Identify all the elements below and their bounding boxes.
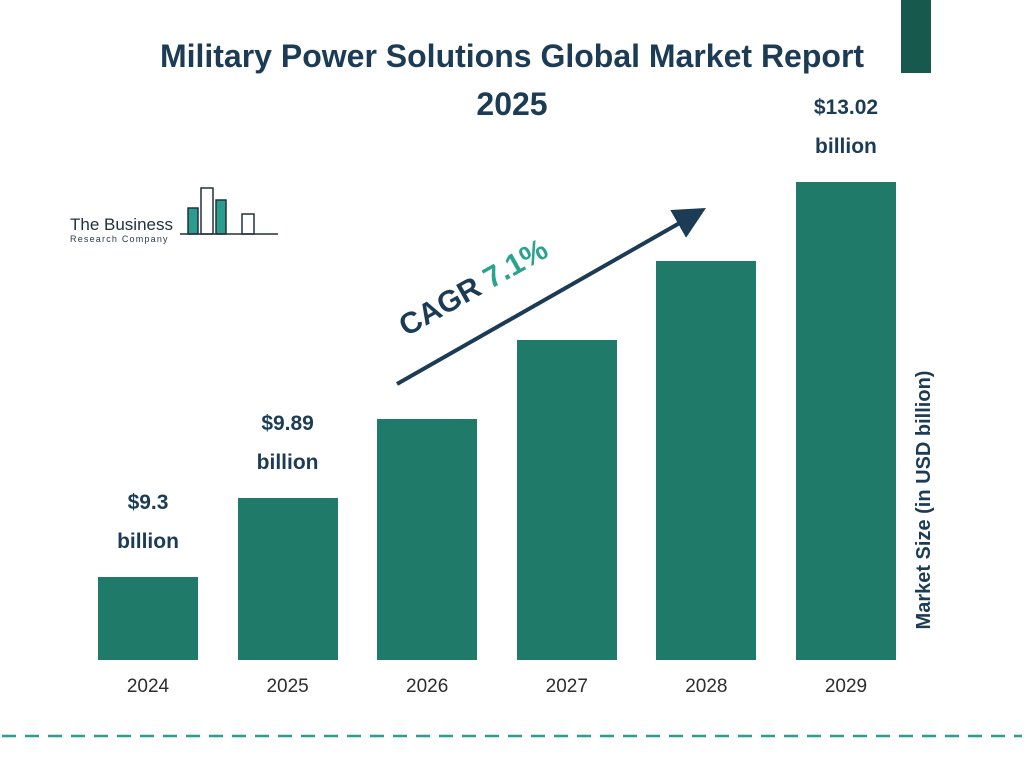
company-subname: Research Company — [70, 234, 169, 244]
x-tick-2028: 2028 — [685, 676, 728, 697]
bar-slot-2029: 2029 $13.02 billion — [795, 96, 896, 697]
x-tick-2025: 2025 — [266, 676, 309, 697]
bar-slot-2026: 2026 — [377, 180, 478, 697]
bar-2024 — [98, 577, 198, 660]
bar-slot-2028: 2028 — [656, 180, 757, 697]
bar-slot-2025: 2025 $9.89 billion — [237, 180, 338, 697]
value-label-2029: $13.02 billion — [813, 96, 879, 158]
chart-title: Military Power Solutions Global Market R… — [159, 38, 865, 122]
x-tick-2029: 2029 — [824, 676, 868, 697]
value-label-2025: $9.89 billion — [256, 412, 319, 474]
bar-2025 — [237, 498, 338, 660]
corner-accent-bar — [901, 0, 931, 73]
bar-chart: 2024 $9.3 billion 2025 $9.89 billion 2026 2027 2… — [98, 96, 896, 697]
value-label-2024: $9.3 billion — [117, 491, 179, 553]
company-name: The Business — [70, 215, 173, 234]
cagr-trend-arrow — [396, 208, 706, 386]
bar-chart-logo-icon — [180, 184, 280, 249]
bar-2026 — [377, 419, 478, 660]
bar-2028 — [656, 261, 757, 660]
x-tick-2026: 2026 — [406, 676, 449, 697]
bar-2029 — [795, 182, 896, 660]
x-tick-2027: 2027 — [545, 676, 588, 697]
bar-slot-2024: 2024 $9.3 billion — [98, 180, 198, 697]
company-logo: The Business Research Company — [70, 184, 280, 249]
x-tick-2024: 2024 — [126, 676, 170, 697]
company-logo-text: The Business Research Company — [70, 215, 173, 245]
bar-slot-2027: 2027 — [516, 180, 617, 697]
bar-2027 — [516, 340, 617, 660]
bottom-dashed-divider — [2, 734, 1022, 738]
y-axis-label: Market Size (in USD billion) — [913, 370, 935, 630]
